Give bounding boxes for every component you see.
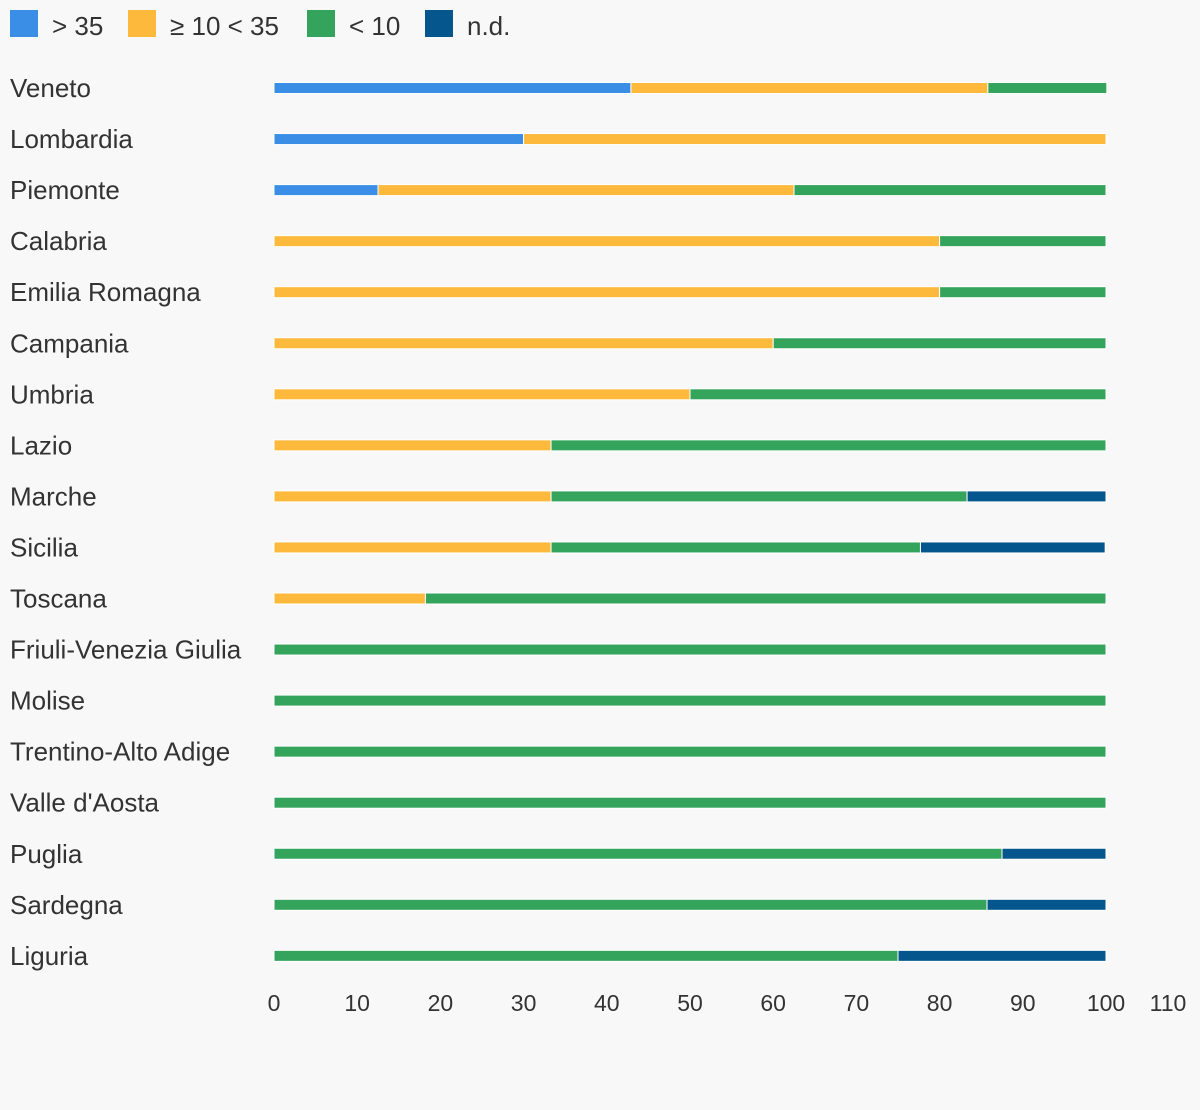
x-tick-label-30: 30	[511, 990, 537, 1016]
category-label-toscana: Toscana	[10, 584, 107, 614]
bar-segment-sicilia-10-35	[273, 541, 552, 554]
category-label-emilia-romagna: Emilia Romagna	[10, 277, 201, 307]
legend-label-n-d: n.d.	[467, 11, 510, 41]
category-labels: Veneto Lombardia Piemonte Calabria Emilia Ro…	[10, 73, 242, 971]
bar-segment-piemonte-10	[793, 184, 1107, 197]
bar-segment-lombardia-10-35	[523, 133, 1107, 146]
category-label-sardegna: Sardegna	[10, 890, 123, 920]
category-label-friuli-venezia-giulia: Friuli-Venezia Giulia	[10, 635, 242, 665]
category-label-molise: Molise	[10, 686, 85, 716]
category-label-liguria: Liguria	[10, 941, 89, 971]
bar-segment-toscana-10-35	[273, 592, 426, 605]
bar-segment-puglia-n-d	[1001, 847, 1107, 860]
legend-label-10: < 10	[349, 11, 400, 41]
category-label-lombardia: Lombardia	[10, 124, 133, 154]
bar-segment-emilia-romagna-10-35	[273, 286, 941, 299]
bar-segment-marche-n-d	[966, 490, 1107, 503]
bar-segment-sicilia-10	[550, 541, 921, 554]
bar-segment-piemonte-35	[273, 184, 379, 197]
bar-segment-piemonte-10-35	[377, 184, 795, 197]
bar-segment-lombardia-35	[273, 133, 525, 146]
bar-segment-calabria-10-35	[273, 235, 941, 248]
x-tick-label-100: 100	[1087, 990, 1125, 1016]
x-tick-label-80: 80	[927, 990, 953, 1016]
bar-segment-campania-10-35	[273, 337, 774, 350]
category-label-campania: Campania	[10, 328, 129, 358]
category-label-veneto: Veneto	[10, 73, 91, 103]
legend-label-35: > 35	[52, 11, 103, 41]
bar-segment-valle-d-aosta-10	[273, 796, 1107, 809]
x-tick-label-50: 50	[677, 990, 703, 1016]
bar-segment-sicilia-n-d	[919, 541, 1106, 554]
legend-label-10-35: ≥ 10 < 35	[170, 11, 279, 41]
bar-segment-umbria-10-35	[273, 388, 691, 401]
x-tick-label-0: 0	[268, 990, 281, 1016]
category-label-trentino-alto-adige: Trentino-Alto Adige	[10, 737, 230, 767]
category-label-calabria: Calabria	[10, 226, 107, 256]
bar-segment-lazio-10	[550, 439, 1107, 452]
x-tick-label-20: 20	[428, 990, 454, 1016]
bar-segment-lazio-10-35	[273, 439, 552, 452]
x-tick-label-40: 40	[594, 990, 620, 1016]
bar-segment-toscana-10	[424, 592, 1107, 605]
bar-segment-sardegna-10	[273, 898, 988, 911]
bar-segment-trentino-alto-adige-10	[273, 745, 1107, 758]
bar-segment-friuli-venezia-giulia-10	[273, 643, 1107, 656]
bar-segment-veneto-10	[987, 82, 1108, 94]
category-label-marche: Marche	[10, 481, 97, 511]
category-label-valle-d-aosta: Valle d'Aosta	[10, 788, 160, 818]
x-axis: 0 10 20 30 40 50 60 70 80 90 100 110	[268, 990, 1187, 1016]
legend-swatch-n-d	[425, 10, 453, 37]
bar-segment-liguria-n-d	[897, 949, 1107, 962]
x-tick-label-70: 70	[844, 990, 870, 1016]
category-label-piemonte: Piemonte	[10, 175, 120, 205]
bar-segment-marche-10-35	[273, 490, 552, 503]
legend-swatch-10-35	[128, 10, 156, 37]
bar-segment-molise-10	[273, 694, 1107, 707]
category-label-sicilia: Sicilia	[10, 532, 78, 562]
legend-swatch-10	[307, 10, 335, 37]
x-tick-label-90: 90	[1010, 990, 1036, 1016]
bar-segment-veneto-10-35	[630, 82, 989, 94]
bar-segment-veneto-35	[273, 82, 632, 94]
bar-segment-campania-10	[772, 337, 1107, 350]
bar-segment-sardegna-n-d	[986, 898, 1107, 911]
bar-segment-marche-10	[550, 490, 968, 503]
category-label-umbria: Umbria	[10, 379, 94, 409]
x-tick-label-10: 10	[344, 990, 370, 1016]
legend: > 35 ≥ 10 < 35 < 10 n.d.	[10, 10, 510, 41]
x-tick-label-60: 60	[760, 990, 786, 1016]
category-label-puglia: Puglia	[10, 839, 83, 869]
bar-segment-calabria-10	[939, 235, 1107, 248]
bar-segment-emilia-romagna-10	[939, 286, 1107, 299]
bar-segment-umbria-10	[689, 388, 1107, 401]
category-label-lazio: Lazio	[10, 430, 72, 460]
x-tick-label-110: 110	[1150, 990, 1187, 1016]
bar-segment-liguria-10	[273, 949, 899, 962]
bar-segment-puglia-10	[273, 847, 1003, 860]
legend-swatch-35	[10, 10, 38, 37]
bars	[273, 82, 1108, 962]
